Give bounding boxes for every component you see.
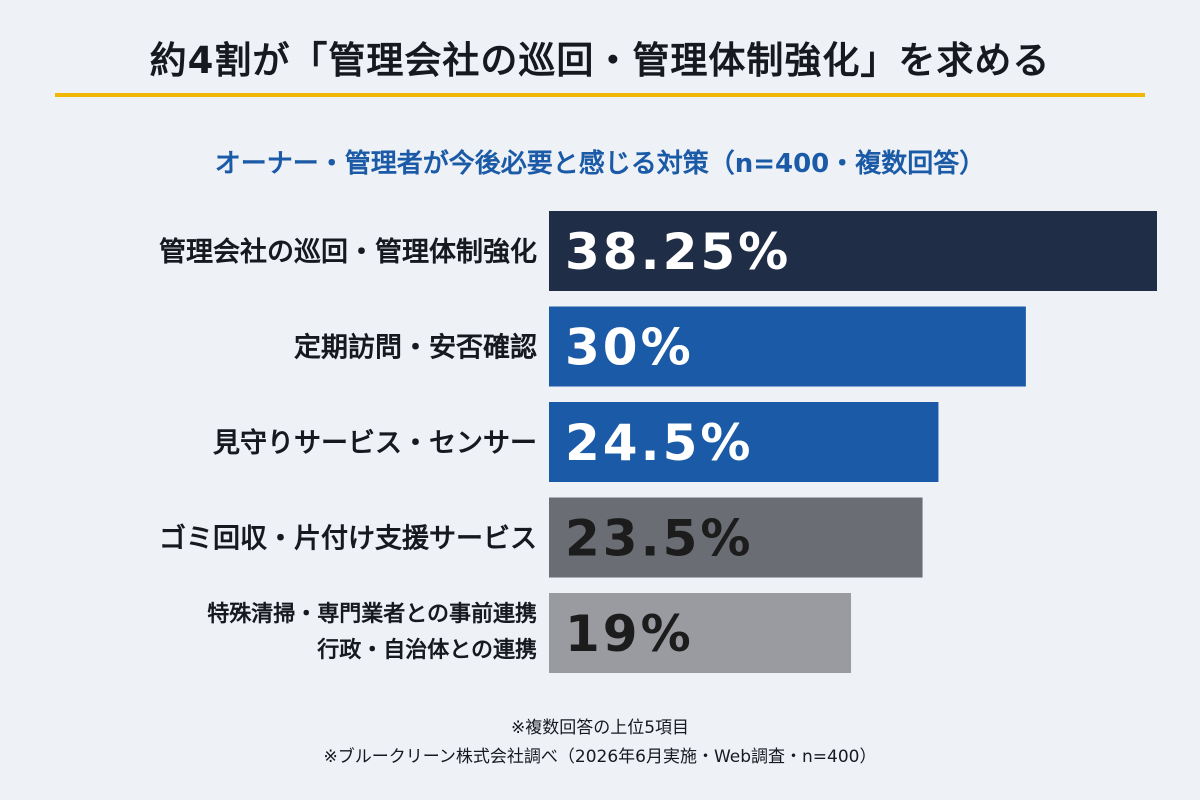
bar-3 [549,402,939,482]
bar-4 [549,497,923,578]
category-label-5-line-1: 特殊清掃・専門業者との事前連携 [207,601,537,627]
bar-value-label-5: 19% [565,605,694,663]
category-label-5-line-2: 行政・自治体との連携 [316,637,537,663]
bar-5 [549,593,852,673]
category-label-2: 定期訪問・安否確認 [294,332,537,364]
bar-value-label-4: 23.5% [565,510,753,568]
footnote-top5: ※複数回答の上位5項目 [510,718,690,738]
category-label-3: 見守りサービス・センサー [213,427,537,459]
bar-value-label-2: 30% [565,319,694,377]
category-label-1: 管理会社の巡回・管理体制強化 [159,236,537,268]
bar-value-label-3: 24.5% [565,414,753,472]
bar-2 [549,306,1026,387]
bar-value-label-1: 38.25% [565,223,791,281]
footnote-source: ※ブルークリーン株式会社調べ（2026年6月実施・Web調査・n=400） [323,747,877,767]
category-label-4: ゴミ回収・片付け支援サービス [159,523,537,555]
title-underline [55,93,1145,97]
bar-1 [549,211,1157,291]
page-title: 約4割が「管理会社の巡回・管理体制強化」を求める [149,39,1051,82]
chart-title: オーナー・管理者が今後必要と感じる対策（n=400・複数回答） [214,149,986,179]
